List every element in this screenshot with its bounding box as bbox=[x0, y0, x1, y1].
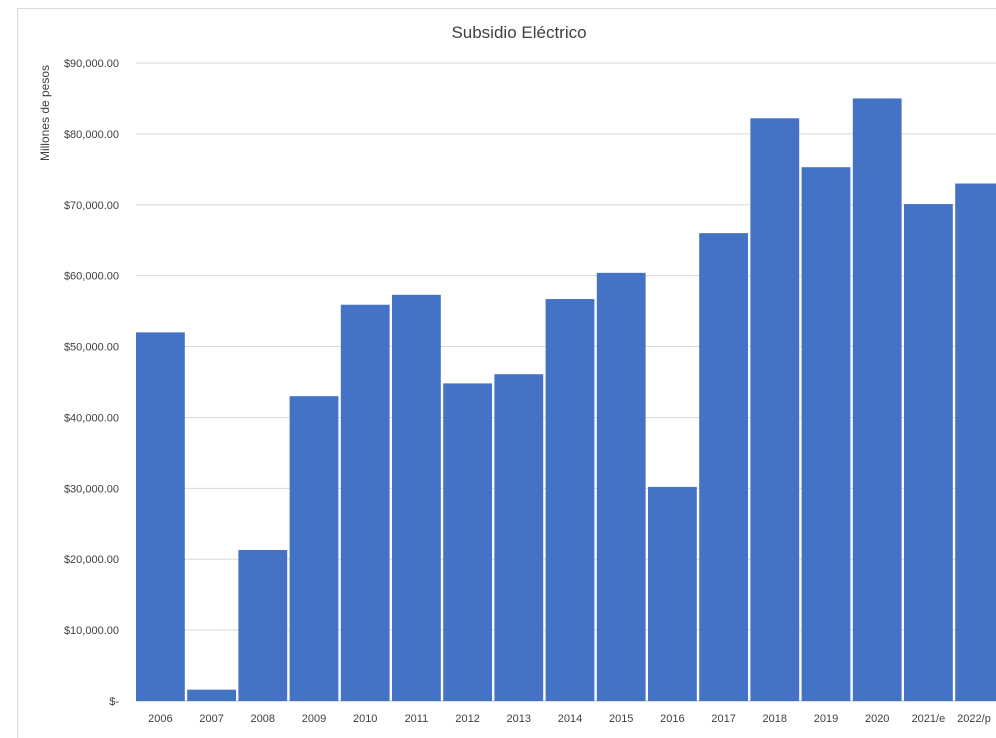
y-tick-label: $40,000.00 bbox=[64, 412, 119, 424]
x-tick-label: 2018 bbox=[763, 713, 787, 725]
y-tick-label: $50,000.00 bbox=[64, 342, 119, 354]
y-tick-label: $80,000.00 bbox=[64, 129, 119, 141]
x-tick-label: 2015 bbox=[609, 713, 633, 725]
bar-2011 bbox=[392, 294, 441, 701]
y-tick-labels: $- $10,000.00 $20,000.00 $30,000.00 $40,000.… bbox=[64, 58, 119, 708]
bar-2008 bbox=[238, 550, 288, 701]
x-tick-label: 2013 bbox=[507, 713, 531, 725]
y-axis-label: Millones de pesos bbox=[38, 65, 52, 161]
bar-2016 bbox=[648, 486, 697, 701]
x-tick-label: 2012 bbox=[455, 713, 479, 725]
x-tick-label: 2016 bbox=[660, 713, 684, 725]
x-tick-label: 2009 bbox=[302, 713, 326, 725]
y-tick-label: $90,000.00 bbox=[64, 58, 119, 70]
bar-2009 bbox=[289, 396, 339, 701]
x-tick-label: 2019 bbox=[814, 713, 838, 725]
x-tick-label: 2006 bbox=[148, 713, 172, 725]
chart-title: Subsidio Eléctrico bbox=[451, 23, 586, 42]
bar-2010 bbox=[340, 304, 390, 701]
bar-2013 bbox=[494, 374, 544, 701]
y-tick-label: $20,000.00 bbox=[64, 554, 119, 566]
x-tick-label: 2014 bbox=[558, 713, 582, 725]
bar-2012 bbox=[443, 383, 492, 701]
bar-2015 bbox=[596, 272, 646, 701]
x-tick-labels: 2006 2007 2008 2009 2010 2011 2012 2013 2014 2015… bbox=[148, 713, 991, 725]
bar-2020 bbox=[852, 98, 902, 701]
y-tick-label: $10,000.00 bbox=[64, 625, 119, 637]
x-tick-label: 2007 bbox=[199, 713, 223, 725]
bar-2021-e bbox=[904, 204, 953, 701]
x-tick-label: 2008 bbox=[251, 713, 275, 725]
y-tick-label: $- bbox=[109, 696, 119, 708]
x-tick-label: 2021/e bbox=[912, 713, 946, 725]
bar-2019 bbox=[801, 167, 851, 701]
x-tick-label: 2022/p bbox=[957, 713, 991, 725]
bar-2014 bbox=[545, 299, 595, 701]
bar-2006 bbox=[136, 332, 185, 701]
bar-2022-p bbox=[955, 183, 996, 701]
y-tick-label: $30,000.00 bbox=[64, 483, 119, 495]
x-tick-label: 2010 bbox=[353, 713, 377, 725]
bar-2018 bbox=[750, 118, 800, 701]
bar-2017 bbox=[699, 233, 748, 701]
bar-2007 bbox=[187, 689, 236, 701]
bars bbox=[136, 98, 996, 701]
y-tick-label: $70,000.00 bbox=[64, 200, 119, 212]
x-tick-label: 2020 bbox=[865, 713, 889, 725]
x-tick-label: 2011 bbox=[405, 713, 429, 725]
y-tick-label: $60,000.00 bbox=[64, 271, 119, 283]
x-tick-label: 2017 bbox=[711, 713, 735, 725]
